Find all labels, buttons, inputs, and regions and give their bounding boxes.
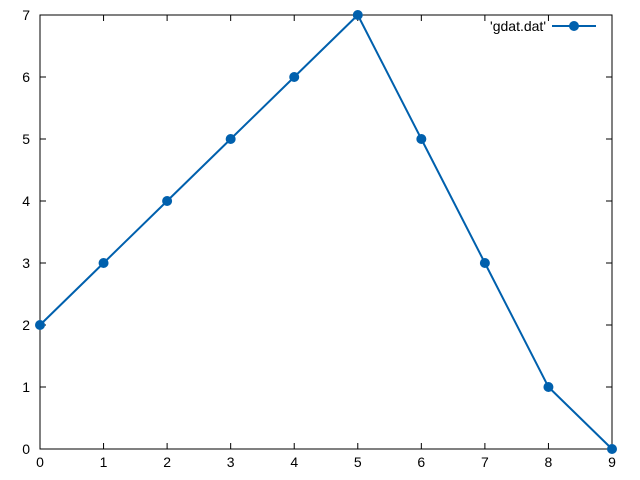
x-tick-label-8: 8 (545, 454, 553, 470)
axis-ticks (39, 14, 613, 450)
x-tick-label-7: 7 (481, 454, 489, 470)
data-point-0-0 (35, 320, 45, 330)
series-line-0 (39, 14, 613, 450)
y-tick-label-6: 6 (22, 69, 30, 85)
data-point-0-3 (225, 134, 236, 144)
data-point-0-5 (352, 10, 363, 20)
data-point-0-4 (289, 72, 300, 82)
legend-marker (569, 21, 579, 31)
x-tick-label-9: 9 (608, 454, 616, 470)
x-tick-label-6: 6 (417, 454, 425, 470)
legend-label: 'gdat.dat' (490, 18, 546, 34)
x-tick-label-2: 2 (163, 454, 171, 470)
series-layer (35, 10, 617, 454)
y-tick-label-2: 2 (22, 317, 30, 333)
x-tick-label-0: 0 (36, 454, 44, 470)
data-point-0-9 (607, 444, 617, 454)
axis-tick-labels: 0 1 2 3 4 5 6 7 8 9 0 1 2 3 4 5 6 7 (22, 7, 616, 470)
y-tick-label-7: 7 (22, 7, 30, 23)
data-point-0-2 (162, 196, 173, 206)
x-tick-label-3: 3 (227, 454, 235, 470)
data-point-0-6 (416, 134, 427, 144)
data-point-0-7 (479, 258, 490, 268)
y-tick-label-3: 3 (22, 255, 30, 271)
y-tick-label-0: 0 (22, 441, 30, 457)
y-tick-label-4: 4 (22, 193, 30, 209)
x-tick-label-1: 1 (100, 454, 108, 470)
data-point-0-1 (98, 258, 109, 268)
x-tick-label-5: 5 (354, 454, 362, 470)
legend: 'gdat.dat' (490, 18, 596, 34)
data-point-0-8 (543, 382, 554, 392)
x-tick-label-4: 4 (290, 454, 298, 470)
plot-frame (39, 14, 613, 450)
y-tick-label-1: 1 (22, 379, 30, 395)
y-tick-label-5: 5 (22, 131, 30, 147)
